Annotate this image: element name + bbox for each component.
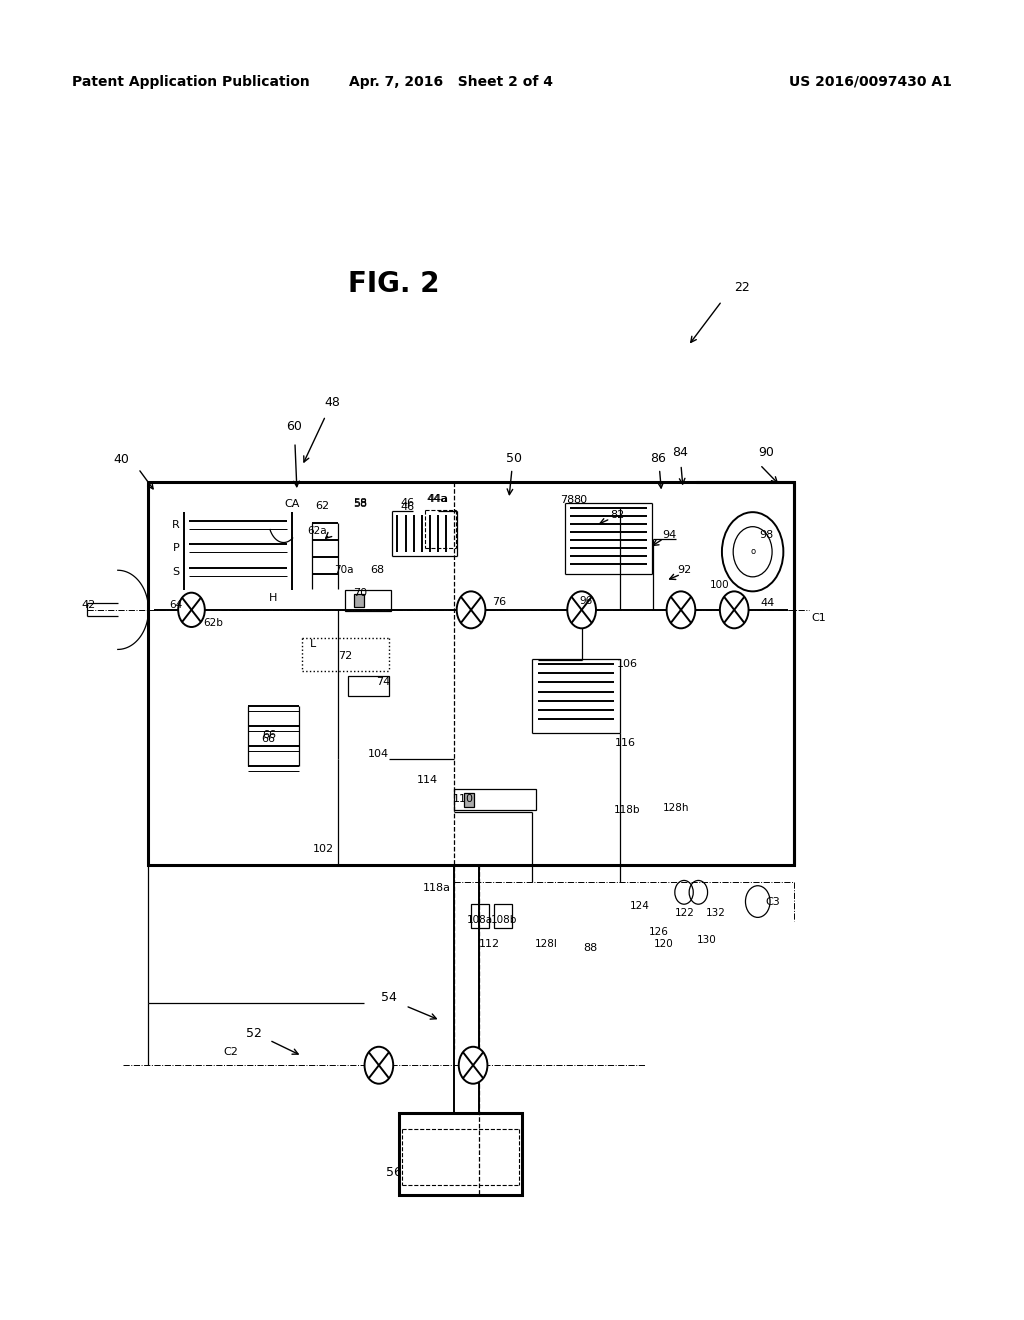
Text: 118a: 118a [423,883,452,894]
Bar [399,1113,522,1195]
Text: US 2016/0097430 A1: US 2016/0097430 A1 [790,75,952,88]
Text: 128l: 128l [535,939,557,949]
Circle shape [457,591,485,628]
Text: 44a: 44a [427,494,447,504]
Text: 44: 44 [761,598,775,609]
Circle shape [365,1047,393,1084]
Text: 62b: 62b [203,618,223,628]
Text: 104: 104 [369,748,389,759]
Text: 122: 122 [675,908,695,919]
Circle shape [667,591,695,628]
Text: 116: 116 [615,738,636,748]
Text: 108a: 108a [467,915,494,925]
Text: 102: 102 [313,843,334,854]
Text: 74: 74 [376,677,390,688]
Text: 124: 124 [630,900,650,911]
Text: 70a: 70a [334,565,354,576]
Bar [454,789,536,810]
Text: 98: 98 [759,529,773,540]
Text: C2: C2 [223,1047,238,1057]
Text: 48: 48 [325,396,341,409]
Text: 82: 82 [610,510,625,520]
Text: 62: 62 [315,500,330,511]
Bar [471,904,489,928]
Text: 80: 80 [573,495,588,506]
Text: Apr. 7, 2016   Sheet 2 of 4: Apr. 7, 2016 Sheet 2 of 4 [348,75,553,88]
Text: 44a: 44a [428,494,449,504]
Text: 42: 42 [81,599,95,610]
Circle shape [178,593,205,627]
Text: 62a: 62a [307,525,328,536]
Text: 100: 100 [710,579,730,590]
Bar [494,904,512,928]
Text: 54: 54 [381,991,397,1005]
Text: 40: 40 [113,453,129,466]
Text: 114: 114 [417,775,437,785]
Text: 126: 126 [648,927,669,937]
Text: 58: 58 [353,499,368,510]
Bar [345,590,391,611]
Text: 72: 72 [338,651,352,661]
Circle shape [567,591,596,628]
Text: 88: 88 [584,942,598,953]
Text: 108b: 108b [490,915,517,925]
Bar [464,793,474,807]
Text: 56: 56 [386,1166,402,1179]
Text: H: H [269,593,278,603]
Text: 50: 50 [506,451,522,465]
Text: CA: CA [284,499,300,510]
Text: o: o [750,548,756,556]
Text: 130: 130 [696,935,717,945]
Text: P: P [173,543,179,553]
Text: 86: 86 [650,451,667,465]
Text: 76: 76 [492,597,506,607]
Text: S: S [173,566,179,577]
Text: 96: 96 [580,595,592,606]
Bar [354,594,364,607]
Text: 128h: 128h [663,803,689,813]
Circle shape [459,1047,487,1084]
Text: 118b: 118b [613,805,640,816]
Text: 60: 60 [286,420,302,433]
Bar [148,482,794,865]
Text: FIG. 2: FIG. 2 [348,269,440,298]
Text: 132: 132 [706,908,726,919]
Text: 66: 66 [262,730,276,741]
Text: 92: 92 [677,565,691,576]
Text: 78: 78 [560,495,574,506]
Text: 112: 112 [479,939,500,949]
Text: R: R [172,520,180,531]
Text: 84: 84 [672,446,688,459]
Text: 110: 110 [453,793,473,804]
Text: 52: 52 [246,1027,262,1040]
Text: 94: 94 [663,529,677,540]
Text: C1: C1 [812,612,826,623]
Bar [348,676,389,696]
Text: Patent Application Publication: Patent Application Publication [72,75,309,88]
Text: L: L [310,639,316,649]
Text: 70: 70 [353,587,368,598]
Text: 90: 90 [758,446,774,459]
Text: 46: 46 [400,502,415,512]
Text: C3: C3 [766,896,780,907]
Circle shape [720,591,749,628]
Text: 120: 120 [653,939,674,949]
Text: 66: 66 [261,734,275,744]
Text: 64: 64 [170,599,182,610]
Text: 58: 58 [353,498,368,508]
Text: 68: 68 [370,565,384,576]
Text: 46: 46 [400,498,415,508]
Text: 22: 22 [734,281,751,294]
Text: 106: 106 [617,659,638,669]
